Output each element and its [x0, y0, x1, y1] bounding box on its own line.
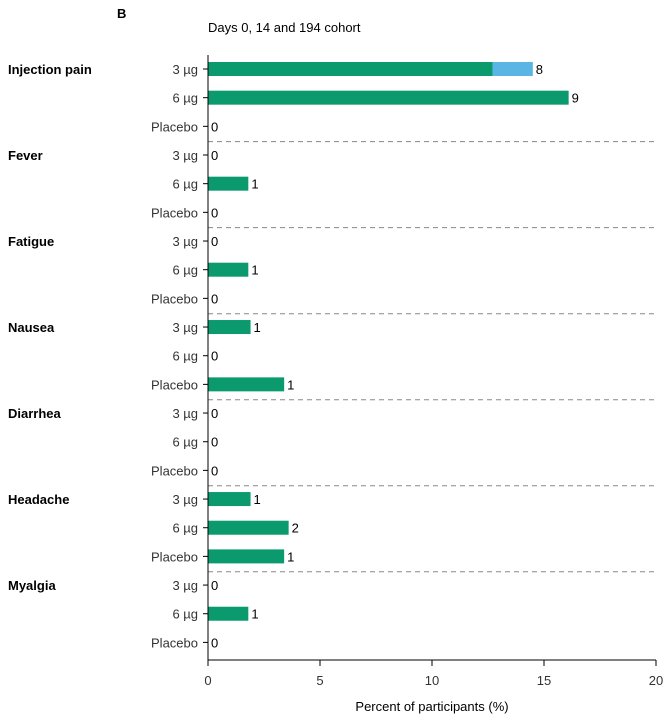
bar-segment: [208, 492, 251, 507]
bar-segment: [208, 377, 285, 392]
row-label: 6 µg: [172, 349, 198, 364]
x-tick-label: 15: [537, 673, 551, 688]
group-label: Fatigue: [8, 234, 54, 249]
row-label: Placebo: [151, 377, 198, 392]
row-label: Placebo: [151, 205, 198, 220]
row-label: Placebo: [151, 549, 198, 564]
data-label: 2: [292, 521, 299, 536]
panel-label: B: [117, 6, 127, 21]
chart-subtitle: Days 0, 14 and 194 cohort: [208, 20, 361, 35]
x-tick-label: 20: [649, 673, 663, 688]
data-label: 0: [211, 148, 218, 163]
row-label: 3 µg: [172, 492, 198, 507]
row-label: Placebo: [151, 635, 198, 650]
x-tick-label: 10: [425, 673, 439, 688]
data-label: 0: [211, 349, 218, 364]
row-label: 6 µg: [172, 435, 198, 450]
row-label: Placebo: [151, 119, 198, 134]
data-label: 1: [251, 607, 258, 622]
data-label: 0: [211, 291, 218, 306]
group-label: Injection pain: [8, 62, 92, 77]
row-label: Placebo: [151, 291, 198, 306]
bar-segment: [208, 262, 249, 277]
data-label: 0: [211, 635, 218, 650]
row-label: 6 µg: [172, 177, 198, 192]
row-label: 3 µg: [172, 320, 198, 335]
row-label: 6 µg: [172, 607, 198, 622]
x-tick-label: 5: [316, 673, 323, 688]
data-label: 1: [287, 549, 294, 564]
row-label: 6 µg: [172, 521, 198, 536]
row-label: 3 µg: [172, 234, 198, 249]
group-label: Nausea: [8, 320, 55, 335]
group-label: Myalgia: [8, 578, 56, 593]
row-label: 3 µg: [172, 406, 198, 421]
data-label: 1: [251, 177, 258, 192]
data-label: 8: [536, 62, 543, 77]
bar-segment: [208, 90, 569, 105]
x-tick-label: 0: [204, 673, 211, 688]
data-label: 0: [211, 119, 218, 134]
bar-segment: [208, 520, 289, 535]
bar-segment: [208, 606, 249, 621]
data-label: 0: [211, 463, 218, 478]
data-label: 0: [211, 578, 218, 593]
bar-segment: [208, 320, 251, 335]
data-label: 9: [572, 91, 579, 106]
data-label: 0: [211, 406, 218, 421]
data-label: 1: [287, 377, 294, 392]
group-label: Headache: [8, 492, 69, 507]
bar-segment: [208, 549, 285, 564]
data-label: 1: [254, 320, 261, 335]
data-label: 0: [211, 234, 218, 249]
row-label: 3 µg: [172, 148, 198, 163]
row-label: 6 µg: [172, 263, 198, 278]
data-label: 0: [211, 205, 218, 220]
row-label: 3 µg: [172, 578, 198, 593]
bar-segment: [208, 176, 249, 191]
bar-segment: [492, 62, 533, 76]
x-axis-label: Percent of participants (%): [355, 699, 509, 714]
data-label: 1: [251, 263, 258, 278]
group-label: Fever: [8, 148, 43, 163]
group-label: Diarrhea: [8, 406, 62, 421]
data-label: 1: [254, 492, 261, 507]
row-label: 3 µg: [172, 62, 198, 77]
data-label: 0: [211, 435, 218, 450]
row-label: Placebo: [151, 463, 198, 478]
row-label: 6 µg: [172, 91, 198, 106]
bar-segment: [208, 62, 493, 76]
